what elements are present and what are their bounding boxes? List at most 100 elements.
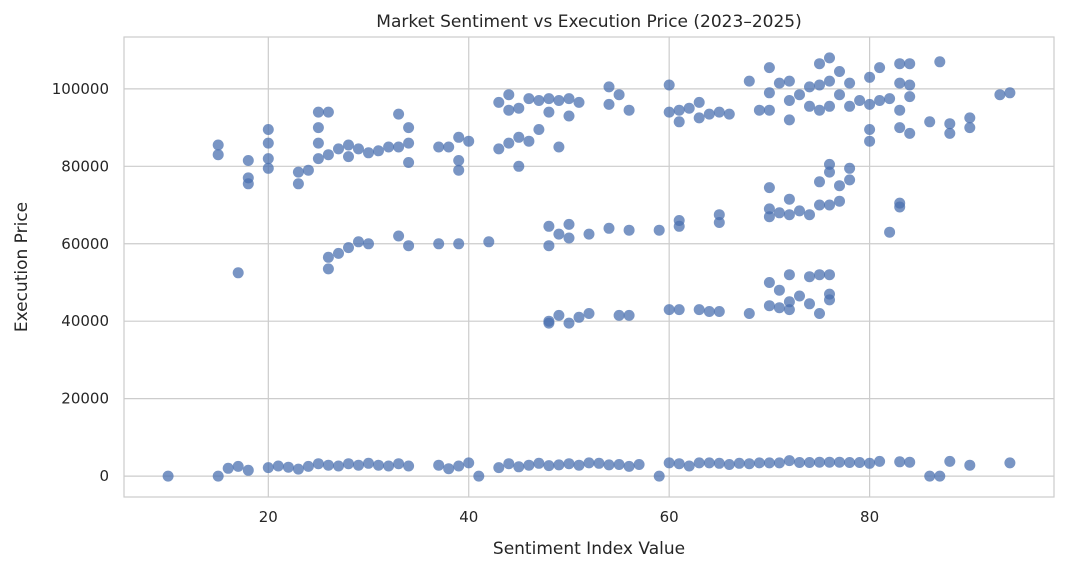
data-point	[673, 104, 685, 116]
data-point	[904, 456, 916, 468]
data-point	[553, 309, 565, 321]
data-point	[844, 100, 856, 112]
data-point	[533, 457, 545, 469]
data-point	[553, 141, 565, 153]
data-point	[322, 251, 334, 263]
data-point	[994, 89, 1006, 101]
data-point	[703, 306, 715, 317]
data-point	[242, 464, 254, 476]
data-point	[292, 166, 304, 178]
data-point	[934, 56, 946, 68]
data-point	[433, 141, 445, 153]
data-point	[804, 100, 815, 112]
x-tick-label: 40	[459, 508, 478, 526]
data-point	[844, 77, 856, 89]
data-point	[673, 220, 685, 232]
data-point	[353, 143, 364, 155]
data-point	[794, 205, 805, 217]
data-point	[783, 296, 795, 308]
data-point	[162, 470, 174, 482]
data-point	[814, 79, 825, 91]
data-point	[773, 302, 785, 314]
data-point	[884, 226, 896, 238]
data-point	[783, 114, 795, 126]
data-point	[222, 462, 234, 474]
data-point	[262, 124, 274, 135]
data-point	[834, 456, 845, 468]
data-point	[563, 458, 575, 470]
data-point	[623, 224, 635, 236]
data-point	[894, 77, 906, 89]
data-point	[824, 158, 835, 170]
data-point	[804, 298, 815, 310]
data-point	[443, 141, 455, 153]
data-point	[503, 89, 515, 101]
data-point	[272, 460, 284, 472]
data-point	[232, 267, 244, 279]
data-point	[563, 317, 575, 329]
data-point	[322, 263, 334, 275]
data-point	[703, 457, 715, 469]
data-point	[543, 93, 555, 105]
y-tick-label: 40000	[61, 312, 109, 330]
data-point	[463, 457, 475, 469]
data-point	[533, 124, 545, 135]
data-point	[523, 459, 535, 471]
data-point	[844, 162, 856, 174]
data-point	[693, 96, 705, 108]
data-point	[894, 104, 906, 116]
data-point	[663, 457, 675, 469]
data-point	[403, 137, 415, 149]
data-point	[563, 110, 575, 122]
data-point	[944, 118, 956, 130]
data-point	[733, 457, 745, 469]
data-point	[513, 461, 525, 473]
data-point	[333, 460, 344, 472]
data-point	[814, 104, 825, 116]
data-point	[834, 89, 845, 101]
data-point	[302, 460, 314, 472]
data-point	[513, 131, 525, 143]
data-point	[814, 456, 825, 468]
data-point	[673, 116, 685, 128]
data-point	[353, 459, 364, 471]
data-point	[603, 81, 615, 93]
data-point	[242, 178, 254, 190]
data-point	[343, 139, 354, 151]
data-point	[894, 201, 906, 213]
x-tick-label: 20	[259, 508, 278, 526]
data-point	[824, 166, 835, 178]
data-point	[663, 79, 675, 91]
data-point	[1004, 87, 1016, 99]
data-point	[493, 96, 505, 108]
data-point	[854, 95, 866, 106]
data-point	[763, 300, 775, 312]
data-point	[763, 457, 775, 469]
data-point	[603, 222, 615, 234]
data-point	[763, 203, 775, 215]
x-axis-label: Sentiment Index Value	[493, 539, 685, 559]
data-point	[844, 174, 856, 186]
data-point	[363, 147, 374, 159]
data-point	[743, 75, 755, 87]
data-point	[693, 304, 705, 316]
data-point	[463, 135, 475, 147]
data-point	[814, 176, 825, 188]
data-point	[503, 137, 515, 149]
data-point	[834, 180, 845, 192]
data-point	[864, 135, 876, 147]
data-point	[804, 271, 815, 283]
data-point	[763, 182, 775, 194]
data-point	[773, 284, 785, 296]
data-point	[453, 131, 465, 143]
data-point	[513, 102, 525, 114]
data-point	[804, 81, 815, 93]
data-point	[603, 459, 615, 471]
data-point	[804, 457, 815, 468]
data-point	[403, 460, 415, 472]
data-point	[934, 470, 946, 482]
data-point	[783, 193, 795, 205]
data-point	[894, 456, 906, 468]
data-point	[783, 209, 795, 221]
data-point	[673, 304, 685, 316]
